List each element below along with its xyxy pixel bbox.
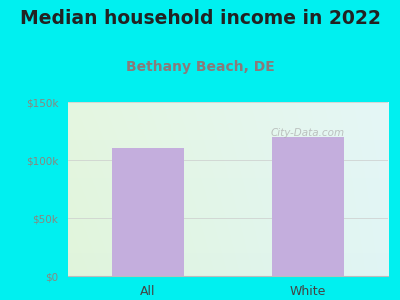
- Text: Median household income in 2022: Median household income in 2022: [20, 9, 380, 28]
- Text: City-Data.com: City-Data.com: [271, 128, 345, 138]
- Bar: [112, 148, 184, 276]
- Text: Bethany Beach, DE: Bethany Beach, DE: [126, 60, 274, 74]
- Bar: [272, 137, 344, 276]
